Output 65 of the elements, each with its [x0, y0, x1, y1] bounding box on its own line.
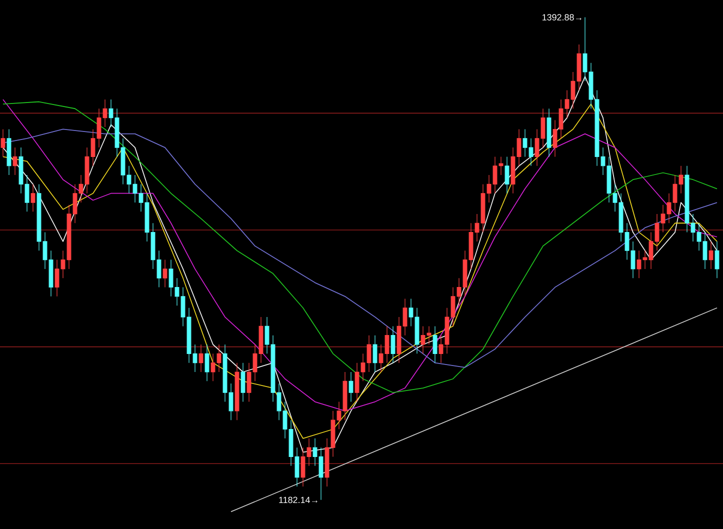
candlestick — [294, 447, 300, 487]
candlestick — [24, 174, 30, 212]
candlestick — [48, 250, 54, 297]
candlestick — [240, 362, 246, 402]
candlestick — [132, 174, 138, 203]
candlestick — [36, 184, 42, 251]
candlestick — [432, 326, 438, 364]
annotation: 1392.88→ — [542, 14, 582, 20]
candlestick — [252, 344, 258, 382]
candlestick — [90, 128, 96, 166]
candlestick — [210, 353, 216, 382]
candlestick — [708, 241, 714, 270]
candlestick — [546, 108, 552, 158]
candlestick — [114, 108, 120, 158]
candlestick — [714, 241, 720, 278]
candlestick — [0, 128, 6, 158]
candlestick — [42, 232, 48, 270]
candlestick — [192, 344, 198, 372]
candlestick — [204, 344, 210, 382]
candlestick — [258, 316, 264, 364]
candlestick — [246, 362, 252, 402]
candlestick — [348, 372, 354, 402]
candlestick — [312, 438, 318, 466]
candlestick — [6, 128, 12, 176]
candlestick — [144, 193, 150, 242]
annotation: 1182.14→ — [279, 496, 318, 504]
candlestick — [18, 147, 24, 194]
candlestick — [504, 156, 510, 194]
candlestick — [150, 222, 156, 270]
candlestick — [306, 438, 312, 466]
candlestick — [138, 184, 144, 212]
candlestick — [12, 147, 18, 176]
candlestick — [300, 447, 306, 487]
candlestick — [234, 362, 240, 420]
candlestick — [66, 204, 72, 270]
candlestick — [318, 447, 324, 500]
candlestick — [270, 335, 276, 402]
candlestick — [198, 344, 204, 372]
candlestick — [186, 308, 192, 364]
candlestick — [108, 99, 114, 128]
candlestick — [372, 335, 378, 372]
candlestick — [180, 286, 186, 326]
candlestick — [60, 250, 66, 278]
candlestick — [78, 174, 84, 203]
candlestick — [264, 316, 270, 354]
candlestick — [174, 278, 180, 306]
candlestick — [84, 147, 90, 194]
candlestick — [168, 259, 174, 297]
candlestick — [324, 438, 330, 487]
candlestick — [228, 383, 234, 420]
candlestick — [390, 326, 396, 364]
candlestick — [276, 383, 282, 420]
candlestick — [54, 259, 60, 297]
candlestick — [222, 344, 228, 402]
candlestick — [120, 138, 126, 185]
candlestick — [96, 108, 102, 148]
candlestick — [156, 250, 162, 288]
candlestick — [72, 184, 78, 224]
candlestick — [102, 99, 108, 128]
candlestick — [162, 259, 168, 288]
candlestick — [30, 184, 36, 212]
candlestick — [216, 344, 222, 372]
candlestick — [288, 420, 294, 466]
candlestick — [282, 401, 288, 439]
candlestick — [126, 166, 132, 194]
